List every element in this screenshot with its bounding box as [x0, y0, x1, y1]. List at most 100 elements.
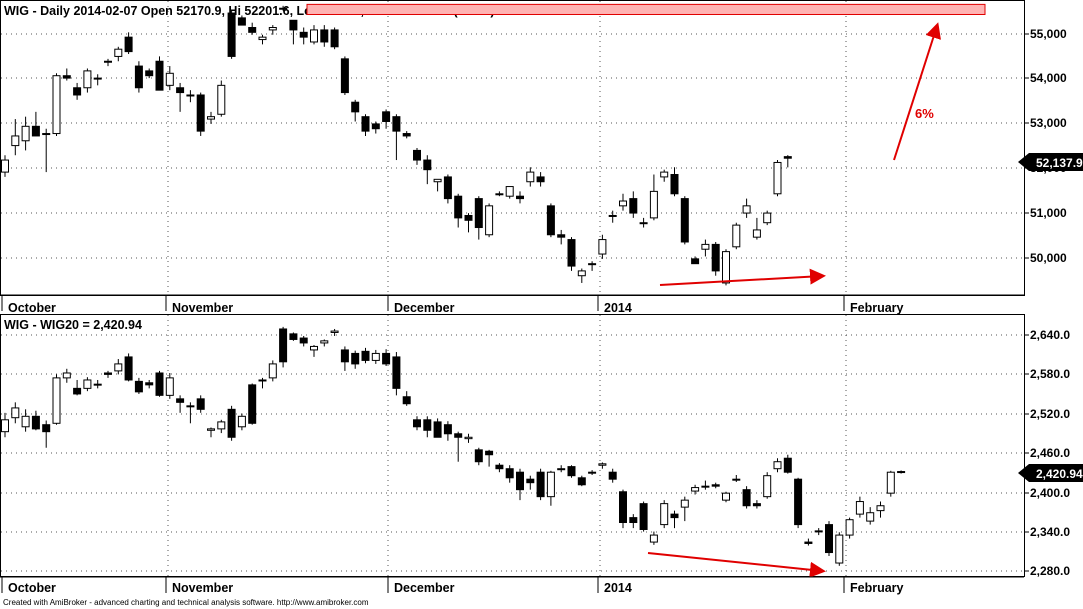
candle-up	[608, 214, 617, 217]
candle-down	[392, 356, 401, 389]
candle-down	[639, 503, 648, 530]
candle-up	[835, 534, 844, 564]
axis-layer: October November December 2014 February 50,00…	[0, 27, 1083, 595]
candle-up	[546, 471, 555, 498]
candle-down	[392, 116, 401, 132]
candle-down	[454, 433, 463, 438]
y-tick-label: 53,000	[1030, 116, 1067, 130]
candle-up	[660, 171, 669, 178]
candle-up	[165, 377, 174, 396]
candle-down	[402, 133, 411, 137]
date-label: October	[8, 301, 56, 315]
candle-down	[413, 419, 421, 428]
candle-up	[485, 205, 494, 236]
candle-up	[732, 224, 741, 248]
candle-up	[505, 186, 514, 197]
resistance-zone	[306, 3, 986, 15]
candles-layer	[1, 5, 906, 566]
y-tick-label: 2,520.0	[1030, 407, 1070, 421]
candle-up	[464, 436, 473, 440]
date-label: November	[172, 581, 233, 595]
candle-down	[248, 384, 257, 424]
candle-up	[763, 475, 772, 498]
candle-up	[11, 407, 20, 419]
candle-down	[443, 424, 452, 435]
date-label: February	[850, 301, 904, 315]
y-tick-label: 55,000	[1030, 27, 1067, 41]
candle-down	[145, 382, 154, 386]
candle-up	[691, 487, 700, 492]
candle-up	[897, 471, 906, 474]
candle-up	[52, 377, 61, 424]
candle-up	[732, 478, 741, 481]
candle-down	[227, 12, 236, 57]
y-tick-label: 2,280.0	[1030, 564, 1070, 578]
candle-down	[330, 29, 339, 48]
candle-up	[268, 27, 277, 31]
candle-down	[279, 328, 288, 363]
candle-down	[134, 65, 143, 89]
chart-title-ratio: WIG - WIG20 = 2,420.94	[4, 318, 142, 332]
candle-up	[649, 534, 658, 543]
y-tick-label: 50,000	[1030, 251, 1067, 265]
candle-down	[73, 387, 82, 395]
candle-up	[588, 471, 597, 474]
candle-up	[165, 72, 174, 86]
candle-up	[526, 171, 535, 183]
candle-down	[340, 58, 349, 94]
candle-up	[619, 200, 627, 207]
candle-down	[31, 125, 40, 137]
candle-up	[11, 135, 20, 147]
percent-annotation: 6%	[915, 106, 934, 121]
candle-up	[21, 125, 30, 142]
candle-up	[814, 530, 823, 533]
candle-up	[773, 461, 782, 470]
date-label: 2014	[604, 581, 632, 595]
footer-credit: Created with AmiBroker - advanced charti…	[3, 598, 369, 607]
candle-down	[361, 350, 370, 361]
divergence-arrow-bottom	[647, 552, 826, 578]
top-pane-frame	[0, 0, 1025, 296]
candle-up	[588, 263, 597, 266]
divergence-arrow-top	[659, 268, 826, 286]
bottom-pane-frame	[0, 314, 1025, 577]
candle-up	[577, 270, 586, 277]
candle-up	[1, 159, 9, 173]
candle-down	[619, 491, 627, 524]
candle-down	[134, 380, 143, 393]
y-tick-label: 2,340.0	[1030, 525, 1070, 539]
candle-down	[794, 478, 803, 526]
candle-up	[207, 428, 215, 431]
candle-up	[876, 505, 885, 512]
last-value-tag	[1018, 464, 1083, 482]
candle-up	[639, 222, 648, 225]
date-label: November	[172, 301, 233, 315]
candle-up	[855, 501, 864, 515]
candle-down	[382, 352, 391, 365]
date-label: 2014	[604, 301, 632, 315]
candle-down	[73, 87, 82, 96]
candle-down	[145, 70, 154, 77]
candle-down	[361, 116, 370, 132]
candle-up	[114, 48, 123, 57]
candle-down	[711, 243, 720, 272]
candle-down	[351, 352, 360, 365]
candle-down	[382, 111, 391, 122]
candle-down	[237, 17, 246, 26]
date-label: December	[394, 581, 455, 595]
candle-up	[104, 60, 112, 63]
last-value-label: 2,420.94	[1036, 467, 1083, 481]
candle-up	[207, 116, 215, 120]
candle-up	[598, 463, 607, 466]
candle-down	[464, 214, 473, 221]
candle-up	[722, 492, 730, 501]
candle-up	[845, 519, 854, 536]
candle-up	[268, 363, 277, 379]
candle-down	[711, 484, 720, 487]
grid-layer	[1, 1, 1024, 577]
candle-down	[299, 337, 308, 344]
candle-up	[83, 70, 92, 89]
candle-down	[783, 156, 792, 159]
candle-down	[557, 234, 566, 238]
